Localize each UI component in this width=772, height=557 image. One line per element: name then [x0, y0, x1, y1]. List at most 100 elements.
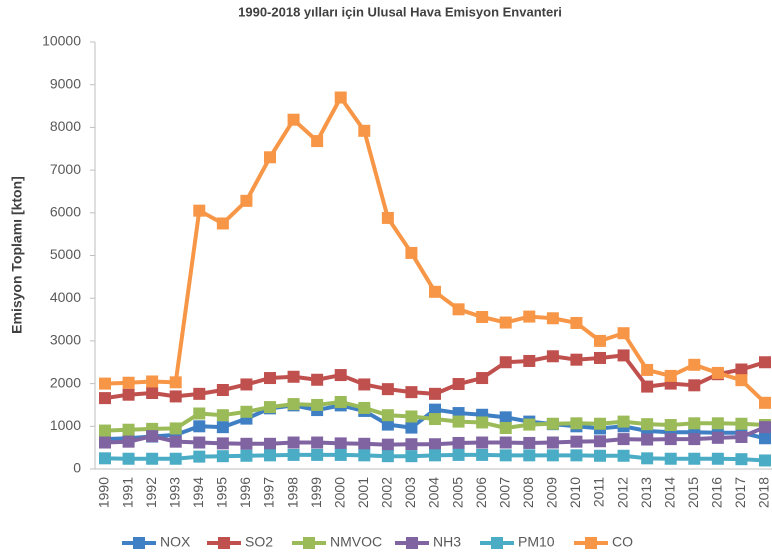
legend-label: NH3: [433, 534, 461, 550]
point: [711, 431, 724, 444]
point: [146, 386, 159, 399]
legend-marker: [491, 537, 503, 549]
y-tick-label: 2000: [50, 374, 81, 390]
point: [617, 349, 630, 362]
point: [429, 449, 441, 462]
x-tick-label: 2006: [473, 477, 489, 508]
x-tick-label: 2015: [685, 477, 701, 508]
point: [146, 452, 159, 465]
point: [641, 380, 654, 393]
point: [664, 452, 677, 465]
x-tick-label: 2009: [544, 477, 560, 508]
point: [122, 376, 135, 389]
point: [169, 422, 182, 435]
x-tick-label: 2016: [709, 477, 725, 508]
point: [287, 448, 300, 461]
point: [99, 452, 111, 465]
point: [664, 433, 677, 446]
x-tick-label: 2003: [402, 477, 418, 508]
point: [711, 417, 724, 430]
point: [146, 430, 159, 443]
x-tick-label: 1994: [190, 477, 206, 508]
point: [476, 416, 489, 429]
point: [452, 415, 465, 428]
point: [546, 312, 559, 325]
point: [405, 386, 418, 399]
point: [641, 433, 654, 446]
y-tick-label: 5000: [50, 246, 81, 262]
point: [193, 407, 206, 420]
legend-label: PM10: [518, 534, 555, 550]
point: [216, 437, 229, 450]
legend-label: SO2: [245, 534, 273, 550]
point: [405, 410, 418, 423]
x-tick-label: 2007: [496, 477, 512, 508]
point: [381, 211, 394, 224]
point: [759, 454, 771, 467]
x-tick-label: 1999: [308, 477, 324, 508]
point: [216, 450, 229, 463]
point: [688, 358, 701, 371]
y-tick-label: 10000: [42, 33, 81, 49]
point: [169, 435, 182, 448]
legend-marker: [303, 537, 315, 549]
x-tick-label: 1992: [143, 477, 159, 508]
legend-marker: [133, 537, 145, 549]
point: [664, 419, 677, 432]
point: [287, 398, 300, 411]
point: [358, 378, 371, 391]
point: [405, 246, 418, 259]
point: [193, 204, 206, 217]
x-tick-label: 2013: [638, 477, 654, 508]
point: [240, 194, 253, 207]
point: [287, 370, 300, 383]
point: [570, 353, 583, 366]
x-tick-label: 1991: [119, 477, 135, 508]
x-tick-label: 1998: [284, 477, 300, 508]
point: [429, 438, 441, 451]
point: [499, 449, 512, 462]
point: [641, 452, 654, 465]
point: [122, 388, 135, 401]
x-tick-label: 2014: [661, 477, 677, 508]
point: [122, 452, 135, 465]
x-tick-label: 2008: [520, 477, 536, 508]
point: [546, 449, 559, 462]
point: [334, 91, 347, 104]
point: [594, 351, 606, 364]
point: [216, 421, 229, 434]
point: [688, 452, 701, 465]
point: [334, 448, 347, 461]
x-tick-label: 2010: [567, 477, 583, 508]
point: [499, 356, 512, 369]
y-tick-label: 6000: [50, 204, 81, 220]
point: [688, 433, 701, 446]
point: [264, 437, 276, 450]
point: [499, 411, 512, 424]
point: [381, 438, 394, 451]
point: [617, 433, 630, 446]
point: [476, 436, 489, 449]
point: [311, 448, 324, 461]
point: [570, 417, 583, 430]
legend-marker: [218, 537, 230, 549]
point: [711, 366, 724, 379]
point: [429, 387, 441, 400]
point: [546, 436, 559, 449]
point: [711, 452, 724, 465]
point: [617, 449, 630, 462]
point: [287, 113, 300, 126]
point: [405, 438, 418, 451]
point: [381, 418, 394, 431]
point: [499, 436, 512, 449]
point: [570, 449, 583, 462]
y-tick-label: 4000: [50, 289, 81, 305]
point: [476, 310, 489, 323]
point: [594, 449, 606, 462]
chart-title: 1990-2018 yılları için Ulusal Hava Emisy…: [238, 4, 562, 19]
point: [264, 449, 276, 462]
x-tick-label: 1995: [214, 477, 230, 508]
point: [523, 354, 536, 367]
point: [193, 420, 206, 433]
y-tick-label: 3000: [50, 332, 81, 348]
